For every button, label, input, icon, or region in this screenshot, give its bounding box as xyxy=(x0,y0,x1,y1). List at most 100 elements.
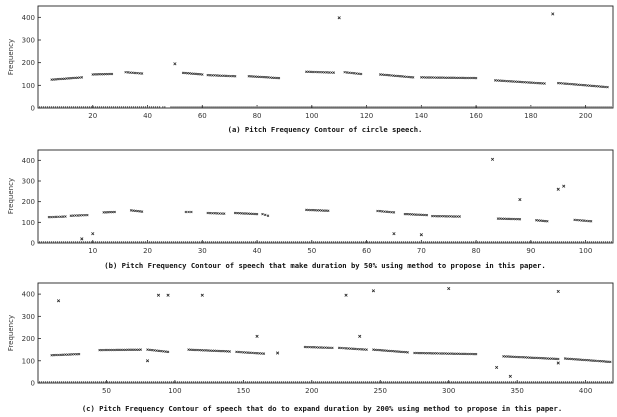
contour-point-b xyxy=(309,208,312,212)
contour-point-c xyxy=(537,356,540,360)
contour-point-a xyxy=(444,76,447,79)
contour-point-b xyxy=(206,211,210,215)
x-tick-label-a: 180 xyxy=(524,112,537,120)
contour-point-a xyxy=(536,81,540,85)
outlier-point-c xyxy=(556,289,560,294)
contour-point-a xyxy=(208,73,212,77)
contour-point-c xyxy=(102,348,106,352)
contour-point-a xyxy=(217,74,221,77)
contour-point-a xyxy=(305,70,308,73)
contour-point-c xyxy=(64,353,67,356)
contour-point-b xyxy=(249,212,252,216)
contour-point-c xyxy=(344,347,348,350)
x-tick-label-b: 30 xyxy=(198,247,207,255)
contour-point-c xyxy=(439,352,443,355)
contour-point-c xyxy=(606,360,610,363)
contour-point-c xyxy=(424,351,427,355)
x-tick-label-b: 70 xyxy=(417,247,426,255)
x-tick-label-b: 90 xyxy=(526,247,535,255)
contour-point-c xyxy=(187,348,190,351)
contour-point-c xyxy=(248,351,252,355)
contour-point-a xyxy=(133,71,137,75)
contour-point-c xyxy=(474,352,478,356)
contour-point-a xyxy=(138,72,141,75)
contour-point-b xyxy=(74,214,77,217)
contour-point-c xyxy=(565,357,569,360)
contour-point-c xyxy=(211,349,214,352)
contour-point-c xyxy=(262,352,266,355)
contour-point-c xyxy=(568,357,571,361)
outlier-point-c xyxy=(508,374,512,378)
contour-point-b xyxy=(86,213,89,217)
contour-point-b xyxy=(449,215,452,218)
x-tick-label-b: 10 xyxy=(88,247,97,255)
contour-point-c xyxy=(337,346,341,350)
contour-point-a xyxy=(597,85,600,88)
contour-point-c xyxy=(107,348,110,352)
contour-point-a xyxy=(251,75,255,78)
contour-point-b xyxy=(129,209,133,212)
contour-point-a xyxy=(78,76,81,79)
contour-point-a xyxy=(543,82,546,85)
contour-point-c xyxy=(148,348,152,352)
contour-point-c xyxy=(193,348,197,352)
contour-point-a xyxy=(224,74,228,78)
contour-point-c xyxy=(57,353,60,357)
contour-point-a xyxy=(102,72,105,76)
contour-point-a xyxy=(227,74,230,78)
outlier-point-c xyxy=(276,351,280,355)
contour-point-a xyxy=(509,80,513,83)
contour-point-c xyxy=(552,357,556,361)
contour-point-a xyxy=(532,81,535,85)
contour-point-c xyxy=(228,350,231,353)
contour-point-a xyxy=(316,70,319,74)
contour-point-c xyxy=(315,346,318,349)
contour-point-a xyxy=(332,71,335,74)
contour-point-c xyxy=(312,346,316,349)
contour-point-a xyxy=(389,74,393,77)
contour-point-a xyxy=(474,76,478,80)
contour-point-c xyxy=(591,359,595,362)
contour-point-a xyxy=(186,71,189,75)
contour-point-b xyxy=(410,213,413,216)
contour-point-c xyxy=(202,349,205,352)
contour-point-c xyxy=(578,358,582,361)
contour-point-c xyxy=(506,355,510,358)
panel-c: Frequency (c) Pitch Frequency Contour of… xyxy=(7,282,614,413)
y-tick-label-a: 0 xyxy=(31,105,35,113)
contour-point-b xyxy=(437,214,441,218)
contour-point-b xyxy=(220,212,224,215)
outlier-point-b xyxy=(91,232,95,236)
contour-point-c xyxy=(517,355,521,359)
contour-point-a xyxy=(588,84,591,87)
contour-point-a xyxy=(262,75,266,79)
contour-point-c xyxy=(128,348,132,352)
plot-frame-c xyxy=(37,282,614,384)
contour-point-a xyxy=(563,82,567,85)
contour-point-a xyxy=(516,80,519,84)
y-axis-label-a: Frequency xyxy=(7,39,15,75)
contour-point-b xyxy=(71,214,75,217)
contour-point-c xyxy=(153,349,156,352)
y-tick-label-c: 100 xyxy=(22,357,35,365)
contour-point-a xyxy=(258,75,261,79)
x-tick-label-c: 150 xyxy=(237,387,250,395)
contour-point-b xyxy=(383,210,386,213)
x-tick-label-b: 40 xyxy=(253,247,262,255)
contour-point-c xyxy=(326,346,330,349)
contour-point-b xyxy=(208,211,212,215)
contour-point-c xyxy=(321,346,325,349)
y-tick-label-b: 0 xyxy=(31,240,35,248)
y-axis-label-c: Frequency xyxy=(7,315,15,351)
contour-point-a xyxy=(559,82,562,85)
contour-point-a xyxy=(572,83,576,86)
contour-point-b xyxy=(392,211,396,214)
contour-point-c xyxy=(242,351,245,354)
contour-point-a xyxy=(196,72,200,76)
contour-point-a xyxy=(106,72,109,76)
contour-point-b xyxy=(322,209,326,212)
contour-point-b xyxy=(251,212,254,216)
contour-point-a xyxy=(71,76,75,80)
contour-point-b xyxy=(54,215,58,219)
contour-point-c xyxy=(305,345,309,349)
